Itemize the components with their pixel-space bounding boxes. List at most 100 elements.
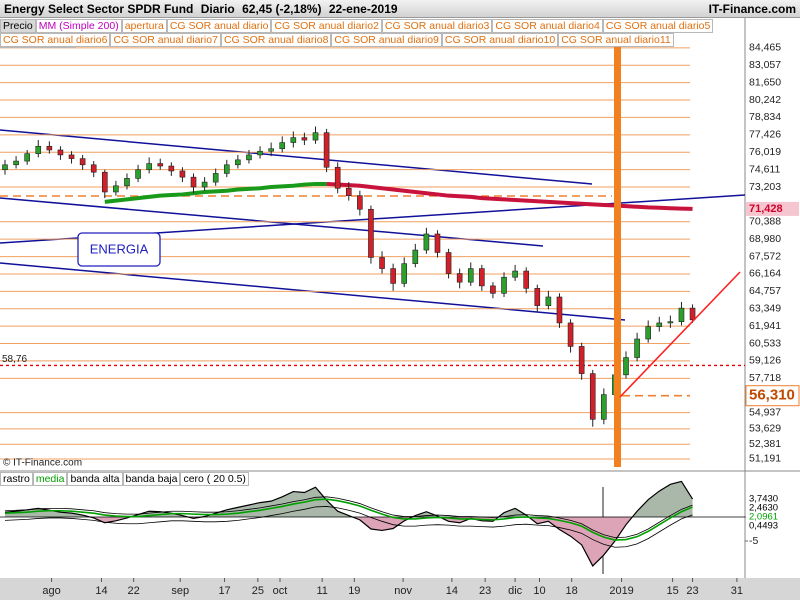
trend-line <box>619 271 741 398</box>
end-label: 2,4630 <box>749 503 778 514</box>
x-tick-label: 11 <box>316 585 327 597</box>
candle-body <box>201 181 208 188</box>
candle-body <box>578 346 585 374</box>
y-tick-label: 73,203 <box>749 181 781 193</box>
candle-body <box>645 326 651 340</box>
x-tick-label: dic <box>508 585 523 597</box>
candle-body <box>678 307 685 323</box>
candle-body <box>101 171 108 193</box>
legend-item: media <box>32 472 68 486</box>
candle-body <box>334 166 341 189</box>
candle-body <box>556 296 563 324</box>
legend-item: rastro <box>0 472 33 486</box>
legend-item: Precio <box>0 19 36 33</box>
osc-area-negative <box>90 516 633 566</box>
y-tick-label: -5 <box>749 535 758 547</box>
candle-body <box>312 132 319 141</box>
legend-item: CG SOR anual diario8 <box>220 33 332 47</box>
reference-label: 58,76 <box>2 354 27 365</box>
x-tick-label: 31 <box>731 585 743 597</box>
y-tick-label: 54,937 <box>749 406 781 418</box>
candle-body <box>390 268 396 284</box>
candle-body <box>124 178 130 187</box>
candle-body <box>689 307 696 321</box>
candle-body <box>179 170 186 178</box>
legend-item: CG SOR anual diario4 <box>492 19 603 33</box>
end-label: 3,7430 <box>749 494 778 505</box>
candle-body <box>146 163 152 171</box>
candle-body <box>13 160 19 166</box>
legend-item: CG SOR anual diario6 <box>0 33 111 47</box>
legend: Precio MM (Simple 200) apertura CG SOR anua… <box>0 19 745 48</box>
axes: 84,465 83,057 81,650 80,242 78,834 77,426 76,0… <box>42 42 800 597</box>
candle-body <box>512 270 518 278</box>
candle-body <box>523 270 530 289</box>
period: Diario <box>200 2 235 16</box>
candle-body <box>357 195 363 210</box>
date-marker <box>614 47 621 467</box>
date: 22-ene-2019 <box>328 2 398 16</box>
candle-body <box>235 159 241 166</box>
osc-line <box>4 498 693 541</box>
copyright: © IT-Finance.com <box>3 458 82 469</box>
y-tick-label: 78,834 <box>749 111 781 123</box>
candle-body <box>2 164 8 171</box>
y-tick-label: 51,191 <box>749 453 781 465</box>
y-tick-label: 57,718 <box>749 372 781 384</box>
end-label: 2,0961 <box>749 512 778 523</box>
x-tick-label: 19 <box>348 585 360 597</box>
candle-body <box>479 268 485 287</box>
end-label: 0,4493 <box>749 521 778 532</box>
candle-body <box>401 263 408 284</box>
osc-line <box>4 506 693 548</box>
legend-item: banda baja <box>122 472 181 486</box>
candle-body <box>667 321 674 324</box>
header: Energy Select Sector SPDR Fund Diario 62… <box>0 0 800 18</box>
y-tick-label: 53,629 <box>749 423 781 435</box>
candle-body <box>135 169 141 179</box>
title: Energy Select Sector SPDR Fund <box>4 2 194 16</box>
x-tick-label: sep <box>171 585 189 597</box>
moving-average <box>326 181 693 211</box>
legend-item: CG SOR anual diario10 <box>441 33 559 47</box>
y-tick-label: 63,349 <box>749 303 781 315</box>
x-tick-label: 14 <box>446 585 458 597</box>
y-tick-label: 60,533 <box>749 337 781 349</box>
source: IT-Finance.com <box>708 2 796 16</box>
legend-item: CG SOR anual <box>0 47 77 48</box>
x-tick-label: 14 <box>95 585 107 597</box>
candle-body <box>467 268 474 283</box>
candle-body <box>290 137 297 143</box>
candle-body <box>90 164 97 173</box>
candle-body <box>57 149 64 156</box>
candle-body <box>379 257 385 269</box>
candle-body <box>223 164 230 174</box>
x-tick-label: 25 <box>252 585 264 597</box>
legend-item: MM (Simple 200) <box>35 19 122 33</box>
y-tick-label: 70,388 <box>749 216 781 228</box>
level-label-box <box>746 201 799 216</box>
candle-body <box>623 357 629 376</box>
candle-body <box>412 249 419 264</box>
y-tick-label: 81,650 <box>749 76 781 88</box>
x-tick-label: oct <box>273 585 288 597</box>
legend-item: banda alta <box>67 472 123 486</box>
candle-body <box>268 148 274 152</box>
annotation: ENERGIA <box>90 241 149 256</box>
end-label-box <box>746 512 786 522</box>
end-label-box <box>746 521 786 531</box>
candle-body <box>257 150 263 156</box>
annotation-box <box>77 232 161 267</box>
candle-body <box>246 154 252 161</box>
x-tick-label: 2019 <box>609 585 633 597</box>
candle-body <box>168 165 175 172</box>
candle-body <box>456 273 463 283</box>
legend: rastro media banda alta banda baja cero ( 20… <box>0 472 745 487</box>
y-tick-label: 68,980 <box>749 233 781 245</box>
candle-body <box>634 338 640 358</box>
end-label-box <box>746 494 786 504</box>
legend-item: cero ( 20 0.5) <box>180 472 249 486</box>
moving-average <box>104 181 327 204</box>
